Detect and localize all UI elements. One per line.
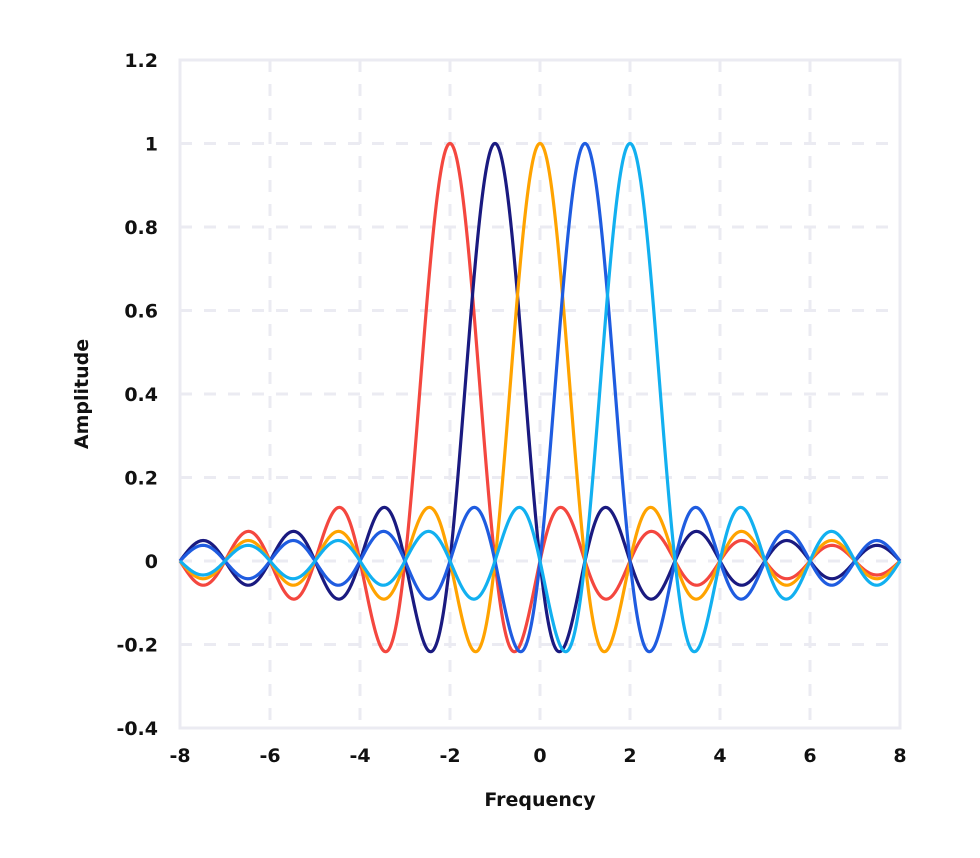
y-tick-label: -0.2 (116, 635, 158, 657)
y-tick-label: 0.8 (124, 217, 158, 239)
x-axis-title: Frequency (484, 789, 596, 811)
y-tick-label: 0 (145, 551, 158, 573)
x-tick-label: 4 (713, 745, 726, 767)
y-tick-label: 0.6 (124, 301, 158, 323)
x-axis-ticks: -8 -6 -4 -2 0 2 4 6 8 (169, 745, 906, 767)
x-tick-label: 2 (623, 745, 636, 767)
x-tick-label: -4 (349, 745, 370, 767)
x-tick-label: 6 (803, 745, 816, 767)
y-axis-title: Amplitude (71, 339, 93, 449)
y-tick-label: 1 (145, 134, 158, 156)
x-tick-label: -6 (259, 745, 280, 767)
y-axis-ticks: -0.4 -0.2 0 0.2 0.4 0.6 0.8 1 1.2 (116, 50, 158, 740)
plot-border (178, 58, 902, 730)
series-lines (178, 141, 902, 654)
plot-frame (178, 58, 902, 730)
y-tick-label: -0.4 (116, 718, 158, 740)
y-tick-label: 0.2 (124, 468, 158, 490)
grid-lines (180, 60, 900, 728)
y-tick-label: 1.2 (124, 50, 158, 72)
x-tick-label: 0 (533, 745, 546, 767)
series-line (178, 141, 902, 654)
x-tick-label: 8 (893, 745, 906, 767)
series-line (178, 141, 902, 654)
y-tick-label: 0.4 (124, 384, 158, 406)
x-tick-label: -2 (439, 745, 460, 767)
x-tick-label: -8 (169, 745, 190, 767)
